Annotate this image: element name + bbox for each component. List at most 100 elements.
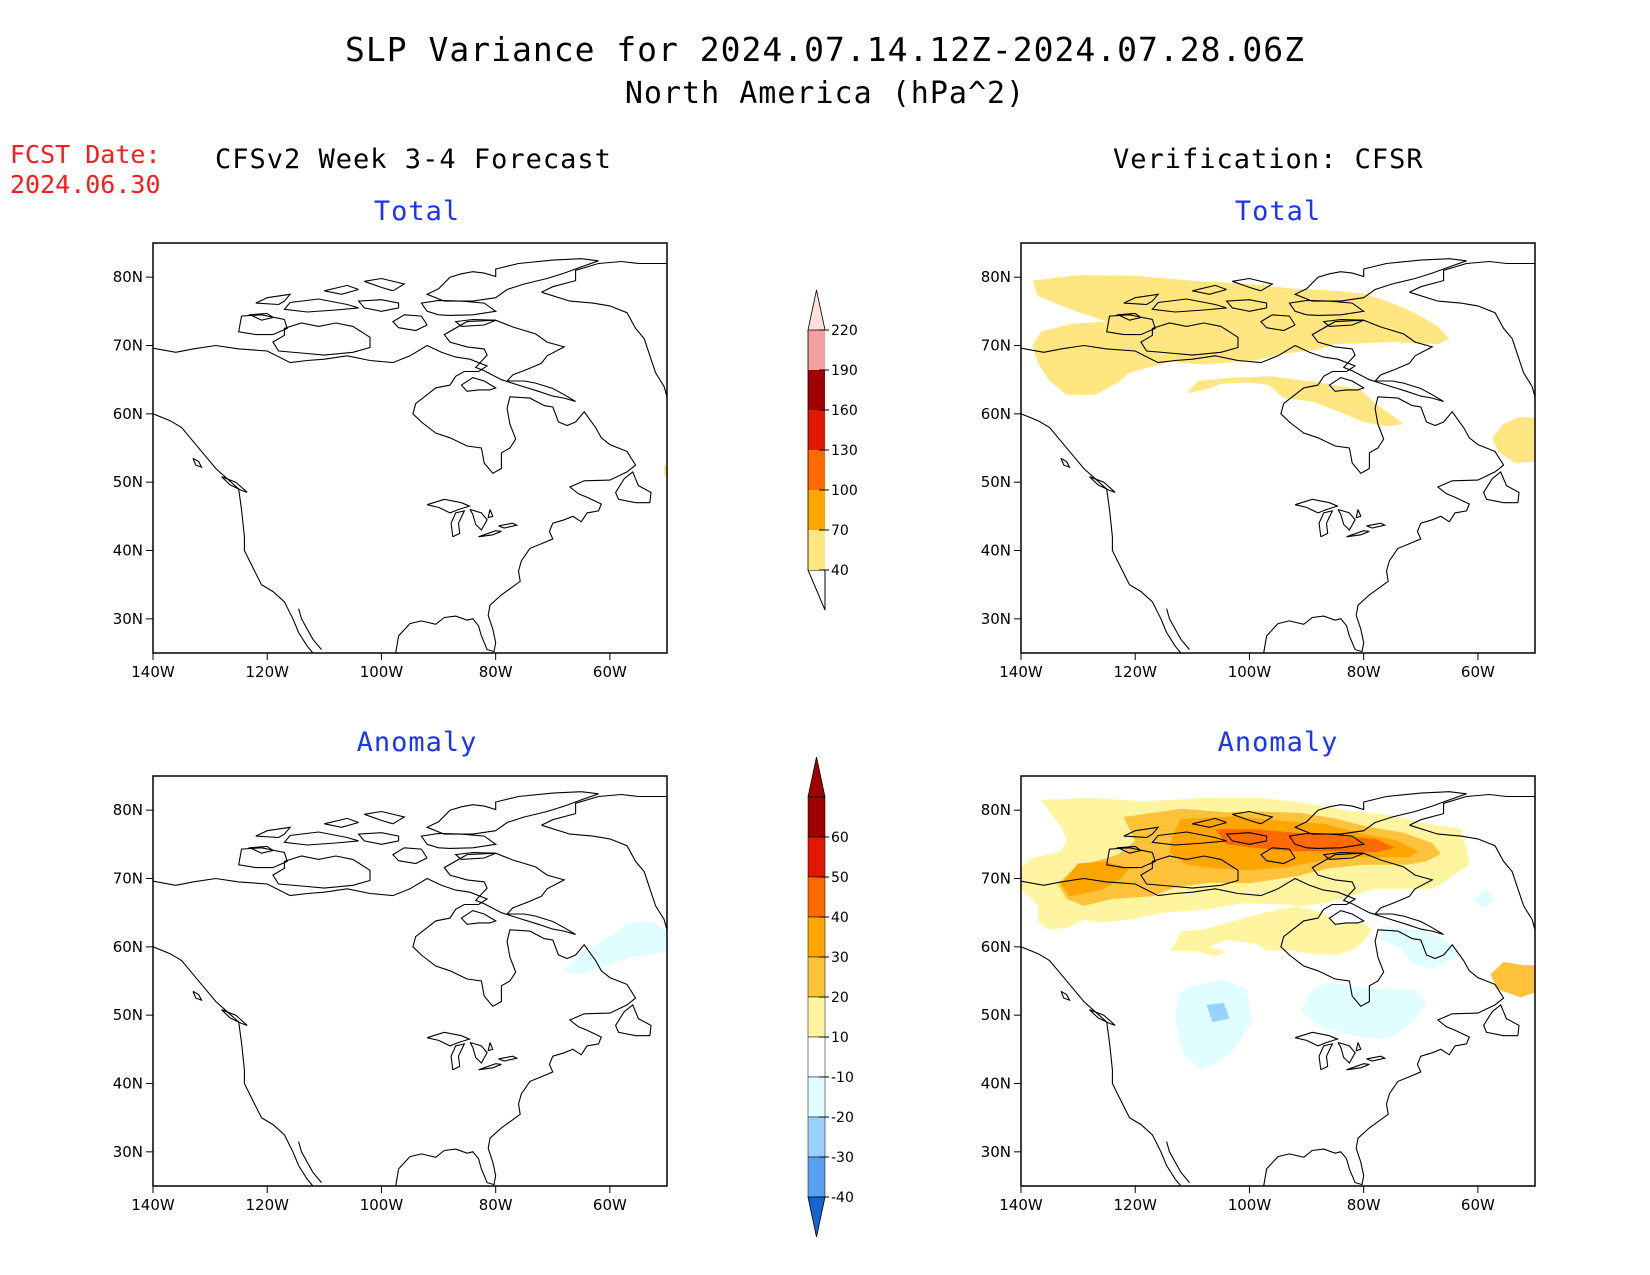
- coastline: [420, 832, 498, 849]
- map-background: [153, 243, 667, 653]
- coastline: [392, 314, 428, 332]
- coastline: [478, 1063, 502, 1071]
- lon-tick-label: 120W: [1113, 1196, 1157, 1214]
- coastline: [1060, 990, 1071, 1002]
- lon-tick-label: 100W: [360, 1196, 404, 1214]
- total-colorbar: 40 70 100 130 160 190 220: [807, 289, 858, 611]
- coastline: [460, 909, 497, 925]
- lon-tick-label: 140W: [131, 1196, 175, 1214]
- colorbar-label: 30: [831, 950, 849, 966]
- shaded-contour: [1380, 926, 1461, 969]
- colorbar-label: -40: [831, 1190, 854, 1206]
- coastline: [1225, 299, 1268, 312]
- coastline: [1337, 508, 1356, 531]
- coastline: [1322, 851, 1364, 860]
- forecast-total-title: Total: [373, 196, 461, 227]
- coastline: [1293, 791, 1467, 835]
- colorbar-swatch: [807, 956, 826, 998]
- fcst-date-label: FCST Date:: [10, 140, 161, 169]
- lat-tick-label: 40N: [981, 542, 1011, 560]
- colorbar-label: 70: [831, 523, 849, 539]
- lat-tick-label: 50N: [113, 1006, 143, 1024]
- coastline: [1021, 877, 1505, 1186]
- forecast-anomaly-title: Anomaly: [356, 727, 478, 758]
- colorbar-label: 160: [831, 403, 858, 419]
- shaded-contour: [1175, 979, 1253, 1070]
- coastline: [283, 831, 359, 846]
- lat-tick-label: 70N: [113, 337, 143, 355]
- colorbar-swatch: [808, 370, 825, 410]
- colorbar-label: 60: [831, 830, 849, 846]
- coastline: [324, 817, 359, 828]
- colorbar-label: 50: [831, 870, 849, 886]
- lon-tick-label: 80W: [1347, 1196, 1381, 1214]
- coastline: [153, 877, 637, 1186]
- colorbar-label: -10: [831, 1070, 854, 1086]
- lat-tick-label: 30N: [981, 1143, 1011, 1161]
- shaded-contour: [1195, 946, 1227, 957]
- colorbar-label: 40: [831, 910, 849, 926]
- colorbar-label: 190: [831, 363, 858, 379]
- coastline: [324, 284, 359, 295]
- coastline: [1116, 845, 1143, 854]
- coastline: [298, 1141, 322, 1183]
- coastline: [248, 312, 275, 321]
- coastline: [1021, 344, 1505, 653]
- lon-tick-label: 80W: [479, 1196, 513, 1214]
- figure-title: SLP Variance for 2024.07.14.12Z-2024.07.…: [345, 30, 1305, 69]
- map-frame: [152, 242, 668, 654]
- coastline: [1366, 1055, 1387, 1062]
- verification-column-heading: Verification: CFSR: [1113, 144, 1424, 175]
- lat-tick-label: 40N: [981, 1075, 1011, 1093]
- colorbar-swatch: [808, 450, 825, 490]
- colorbar-swatch: [808, 330, 825, 370]
- coastline: [425, 258, 599, 302]
- colorbar-swatch: [807, 1076, 826, 1118]
- colorbar-lower-extension: [807, 1196, 826, 1238]
- coastline: [1355, 509, 1362, 519]
- forecast-column-heading: CFSv2 Week 3-4 Forecast: [215, 144, 612, 175]
- coastline: [469, 1041, 488, 1064]
- colorbar-label: -30: [831, 1150, 854, 1166]
- colorbar-upper-extension: [807, 289, 826, 331]
- colorbar-swatch: [807, 996, 826, 1038]
- coastline: [1166, 608, 1190, 650]
- colorbar-label: 10: [831, 1030, 849, 1046]
- coastline: [1355, 1042, 1362, 1052]
- coastline: [450, 1043, 466, 1071]
- coastline: [221, 1009, 248, 1026]
- coastline: [1116, 312, 1143, 321]
- colorbar-swatch: [807, 1156, 826, 1198]
- coastline: [1021, 946, 1182, 1186]
- coastline: [1322, 318, 1364, 327]
- lon-tick-label: 140W: [999, 1196, 1043, 1214]
- lat-tick-label: 80N: [113, 801, 143, 819]
- coastline: [487, 1042, 494, 1052]
- lat-tick-label: 30N: [113, 610, 143, 628]
- coastline: [1192, 284, 1227, 295]
- coastline: [1089, 1009, 1116, 1026]
- colorbar-swatch: [807, 796, 826, 838]
- lat-tick-label: 60N: [981, 405, 1011, 423]
- coastline: [153, 344, 637, 653]
- coastline: [469, 508, 488, 531]
- lat-tick-label: 80N: [981, 268, 1011, 286]
- lon-tick-label: 120W: [1113, 663, 1157, 681]
- coastline: [153, 413, 314, 653]
- shaded-contour: [1186, 376, 1404, 427]
- coastline: [1166, 1141, 1190, 1183]
- fcst-date-value: 2024.06.30: [10, 170, 161, 199]
- lat-tick-label: 70N: [113, 870, 143, 888]
- coastline: [1288, 832, 1366, 849]
- coastline: [1482, 471, 1520, 504]
- coastline: [364, 277, 406, 292]
- lat-tick-label: 60N: [981, 938, 1011, 956]
- lat-tick-label: 30N: [981, 610, 1011, 628]
- coastline: [1409, 793, 1535, 934]
- coastline: [454, 851, 496, 860]
- colorbar-swatch: [807, 876, 826, 918]
- lat-tick-label: 60N: [113, 405, 143, 423]
- coastline: [614, 471, 652, 504]
- coastline: [454, 318, 496, 327]
- lat-tick-label: 30N: [113, 1143, 143, 1161]
